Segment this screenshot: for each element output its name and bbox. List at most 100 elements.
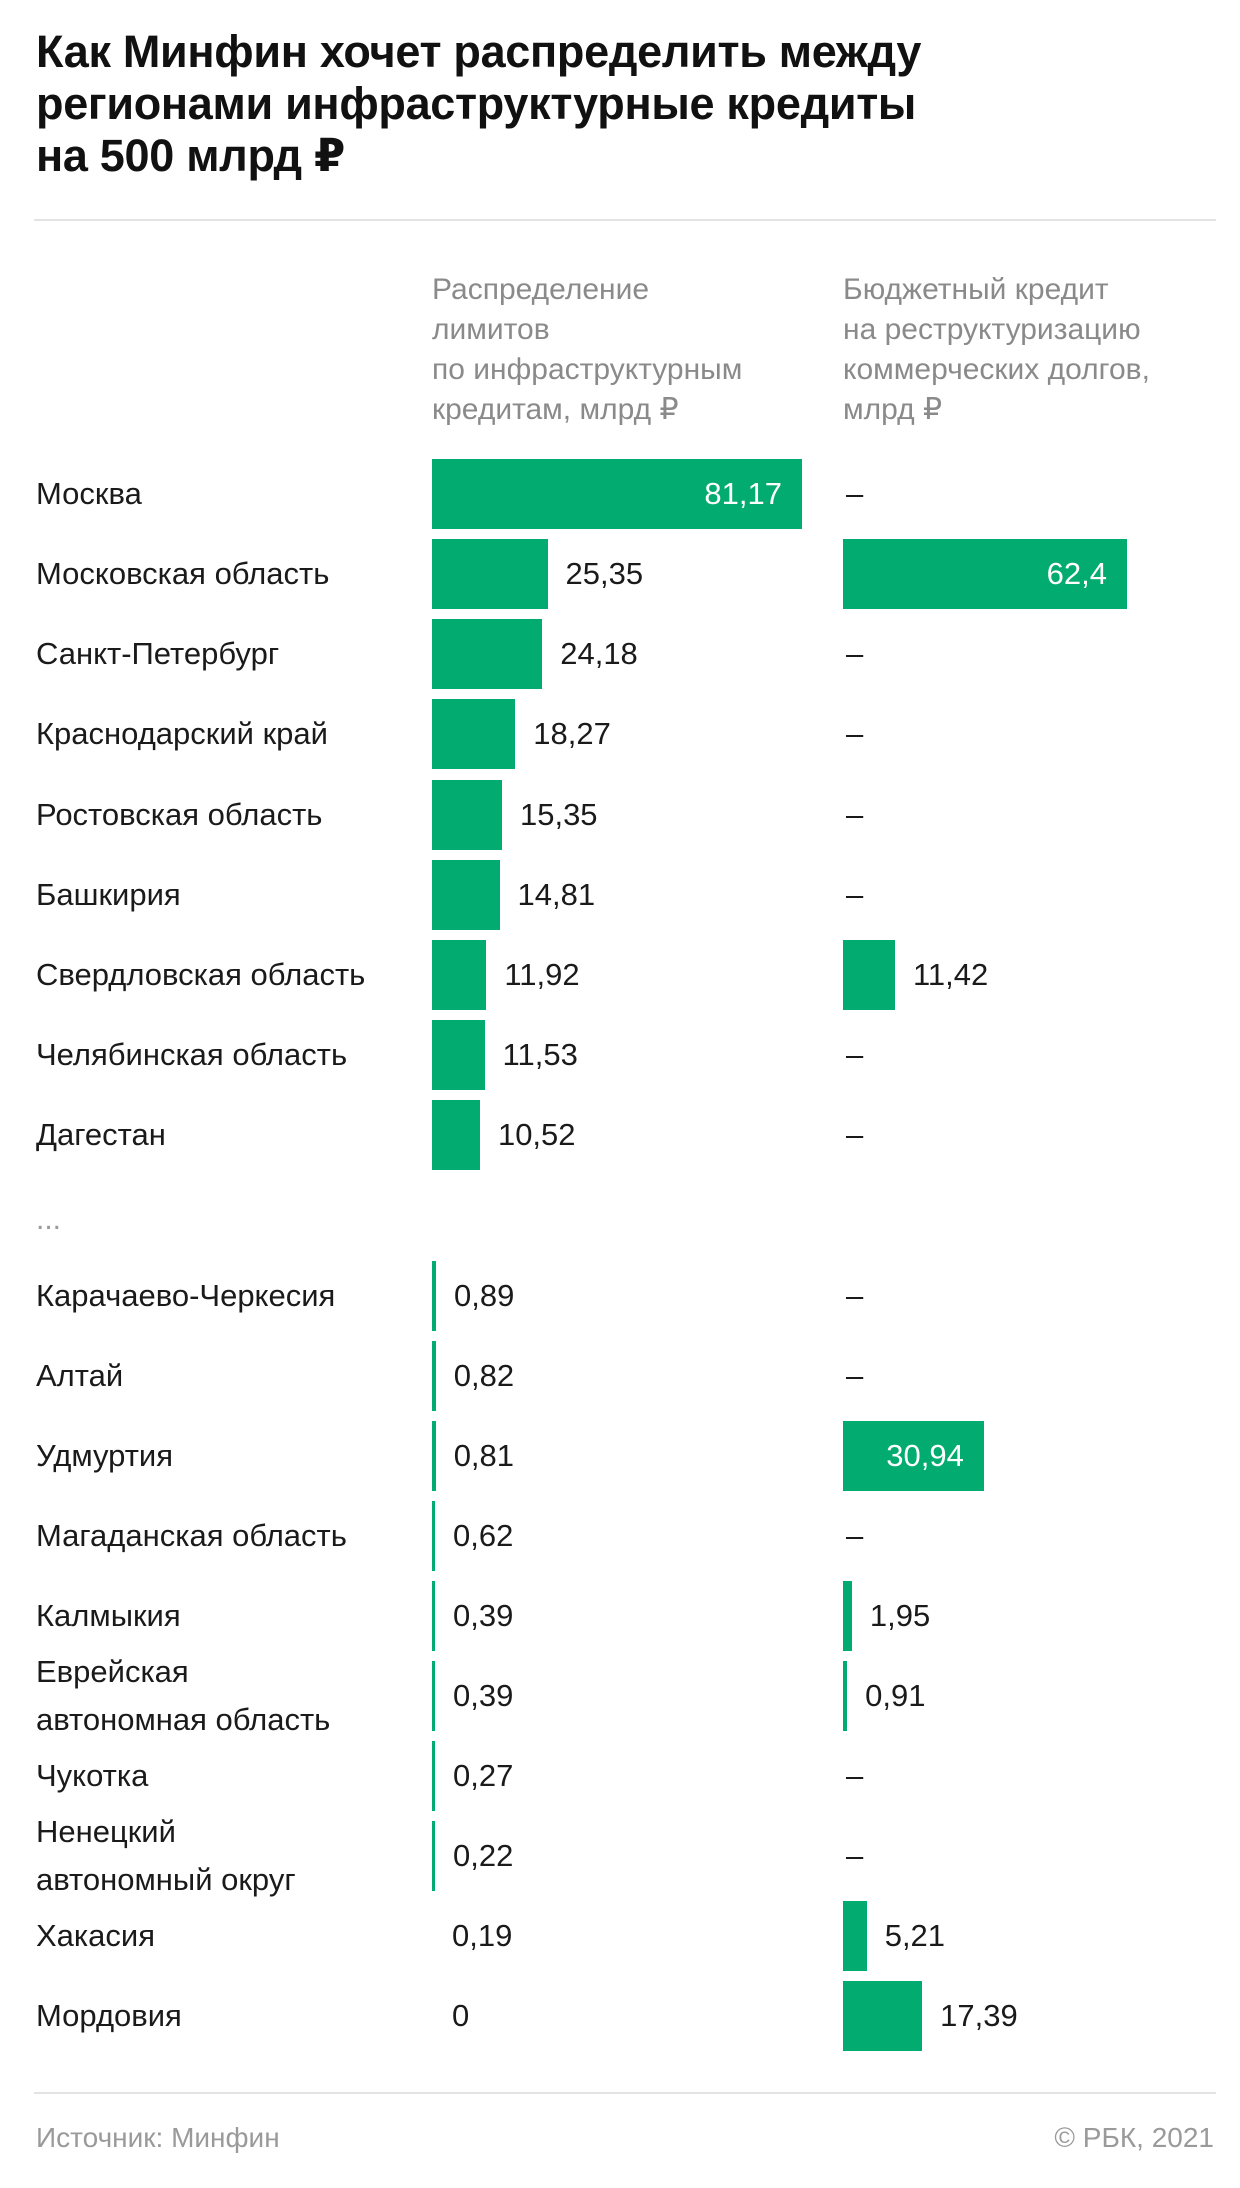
column-header-budget-credit: Бюджетный кредит на реструктуризацию ком… xyxy=(843,270,1150,430)
region-label: Дагестан xyxy=(36,1111,166,1159)
missing-value-dash: – xyxy=(846,1278,864,1313)
data-label: 0,22 xyxy=(453,1838,514,1873)
data-label: 0,89 xyxy=(454,1278,515,1313)
data-label: 11,42 xyxy=(912,957,989,992)
region-label-line: Мордовия xyxy=(36,1998,182,2033)
data-label: 0,27 xyxy=(453,1758,514,1793)
region-label-line: Москва xyxy=(36,476,142,511)
bottom-divider xyxy=(34,2092,1216,2094)
bar xyxy=(432,539,548,609)
column-header-line: на реструктуризацию xyxy=(843,313,1141,346)
column-header-line: коммерческих долгов, xyxy=(843,353,1150,386)
bar xyxy=(432,1261,437,1331)
data-label: 0,82 xyxy=(453,1358,515,1393)
region-label: Свердловская область xyxy=(36,951,365,999)
data-label: 10,52 xyxy=(497,1117,576,1152)
chart-title-line: регионами инфраструктурные кредиты xyxy=(36,78,917,129)
data-label: 15,35 xyxy=(519,797,598,832)
data-label: 11,92 xyxy=(504,957,580,992)
top-divider xyxy=(34,219,1216,221)
region-label-line: Магаданская область xyxy=(36,1518,347,1553)
bar xyxy=(432,1741,435,1811)
bar xyxy=(843,539,1127,609)
data-label: 5,21 xyxy=(884,1918,946,1953)
missing-value-dash: – xyxy=(846,1758,864,1793)
data-label: 11,53 xyxy=(502,1037,578,1072)
source-note: Источник: Минфин xyxy=(36,2122,280,2153)
region-label-line: Калмыкия xyxy=(36,1598,181,1633)
region-label-line: Хакасия xyxy=(36,1918,156,1953)
region-label-line: автономная область xyxy=(36,1702,331,1737)
region-label: Москва xyxy=(36,470,142,518)
chart-title-line: на 500 млрд ₽ xyxy=(36,130,346,181)
region-label: Удмуртия xyxy=(36,1432,173,1480)
copyright-credit: © РБК, 2021 xyxy=(1054,2122,1214,2153)
data-label: 25,35 xyxy=(565,556,644,591)
data-label: 17,39 xyxy=(940,1998,1018,2033)
gap-ellipsis: ... xyxy=(36,1203,62,1236)
missing-value-dash: – xyxy=(846,1838,864,1873)
region-label-line: Алтай xyxy=(36,1358,124,1393)
region-label-line: Башкирия xyxy=(36,877,181,912)
bar xyxy=(843,1661,848,1731)
data-label: 81,17 xyxy=(704,476,782,511)
missing-value-dash: – xyxy=(846,636,864,671)
bar xyxy=(432,619,543,689)
data-label: 0,81 xyxy=(453,1438,515,1473)
bar xyxy=(432,860,500,930)
region-label: Еврейская автономная область xyxy=(36,1648,330,1744)
region-label: Краснодарский край xyxy=(36,710,328,758)
region-label-line: автономный округ xyxy=(36,1862,296,1897)
data-label: 0 xyxy=(452,1998,470,2033)
data-label: 18,27 xyxy=(533,716,611,751)
missing-value-dash: – xyxy=(846,1117,864,1152)
column-header-infrastructure: Распределение лимитов по инфраструктурны… xyxy=(432,270,742,430)
bar xyxy=(843,1981,923,2051)
bar xyxy=(432,1341,436,1411)
data-label: 62,4 xyxy=(1046,556,1107,591)
column-header-line: Распределение xyxy=(432,273,650,306)
bar xyxy=(432,1821,435,1891)
column-header-line: Бюджетный кредит xyxy=(843,273,1109,306)
region-label: Башкирия xyxy=(36,871,181,919)
region-label: Челябинская область xyxy=(36,1031,347,1079)
bar xyxy=(432,940,487,1010)
region-label: Калмыкия xyxy=(36,1592,181,1640)
bar xyxy=(432,1501,435,1571)
region-label: Хакасия xyxy=(36,1912,155,1960)
missing-value-dash: – xyxy=(846,1358,864,1393)
region-label-line: Московская область xyxy=(36,556,330,591)
bar xyxy=(432,1020,485,1090)
region-label: Магаданская область xyxy=(36,1512,347,1560)
data-label: 0,19 xyxy=(452,1918,513,1953)
data-label: 0,91 xyxy=(865,1678,926,1713)
column-header-line: млрд ₽ xyxy=(843,393,943,426)
region-label: Чукотка xyxy=(36,1752,148,1800)
region-label: Алтай xyxy=(36,1352,123,1400)
data-label: 0,62 xyxy=(453,1518,514,1553)
region-label-line: Чукотка xyxy=(36,1758,149,1793)
data-label: 0,39 xyxy=(453,1598,514,1633)
data-label: 24,18 xyxy=(560,636,638,671)
region-label-line: Удмуртия xyxy=(36,1438,174,1473)
data-label: 14,81 xyxy=(517,877,596,912)
bar xyxy=(432,699,516,769)
region-label: Мордовия xyxy=(36,1992,182,2040)
bar xyxy=(432,780,502,850)
region-label-line: Свердловская область xyxy=(36,957,366,992)
region-label-line: Челябинская область xyxy=(36,1037,348,1072)
missing-value-dash: – xyxy=(846,716,864,751)
region-label-line: Карачаево-Черкесия xyxy=(36,1278,336,1313)
region-label-line: Краснодарский край xyxy=(36,716,328,751)
region-label: Ростовская область xyxy=(36,791,322,839)
data-label: 30,94 xyxy=(886,1438,964,1473)
missing-value-dash: – xyxy=(846,877,864,912)
bar xyxy=(432,1661,435,1731)
chart-title: Как Минфин хочет распределить между реги… xyxy=(36,26,1196,182)
region-label-line: Санкт-Петербург xyxy=(36,636,280,671)
missing-value-dash: – xyxy=(846,797,864,832)
missing-value-dash: – xyxy=(846,476,864,511)
column-header-line: кредитам, млрд ₽ xyxy=(432,393,679,426)
region-label-line: Ростовская область xyxy=(36,797,323,832)
region-label-line: Дагестан xyxy=(36,1117,166,1152)
